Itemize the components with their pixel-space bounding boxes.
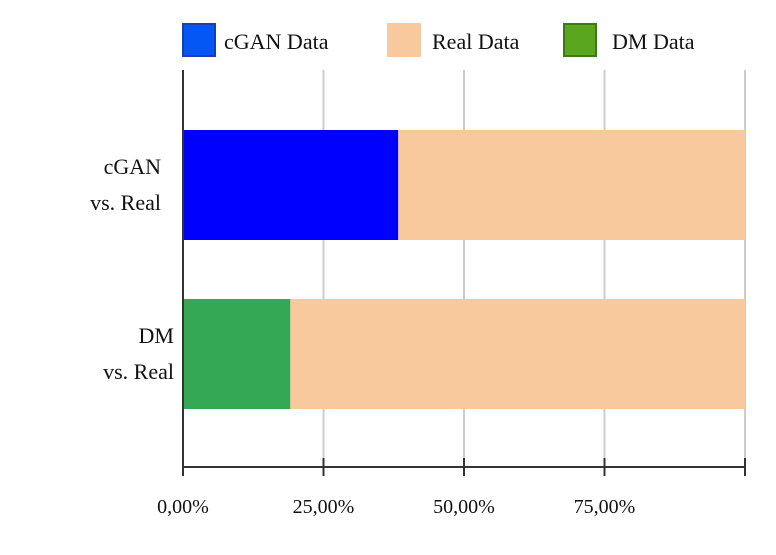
x-tick-label: 0,00%: [157, 496, 209, 518]
x-tick-label: 75,00%: [574, 496, 636, 518]
legend-label-real-data: Real Data: [432, 29, 520, 54]
bar-segment-real-data: [398, 130, 745, 240]
legend-label-dm-data: DM Data: [612, 29, 695, 54]
legend-swatch-real-data: [387, 23, 421, 57]
legend: cGAN Data Real Data DM Data: [182, 23, 695, 57]
bar-segment-real-data: [290, 299, 745, 409]
category-label: vs. Real: [103, 359, 174, 384]
bar-segment-dm-data: [183, 299, 291, 409]
category-label: vs. Real: [90, 190, 161, 215]
bar-segment-cgan-data: [183, 130, 399, 240]
legend-label-cgan-data: cGAN Data: [224, 29, 329, 54]
legend-swatch-dm-data: [563, 23, 597, 57]
bars-layer: [183, 130, 745, 409]
x-tick-label: 25,00%: [293, 496, 355, 518]
x-tick-label: 50,00%: [433, 496, 495, 518]
legend-swatch-cgan-data: [182, 23, 216, 57]
labels-layer: 0,00% 25,00% 50,00% 75,00% cGAN vs. Real DM vs.…: [90, 154, 635, 518]
category-label: DM: [139, 323, 174, 348]
axis-layer: [182, 70, 746, 476]
category-label: cGAN: [104, 154, 162, 179]
